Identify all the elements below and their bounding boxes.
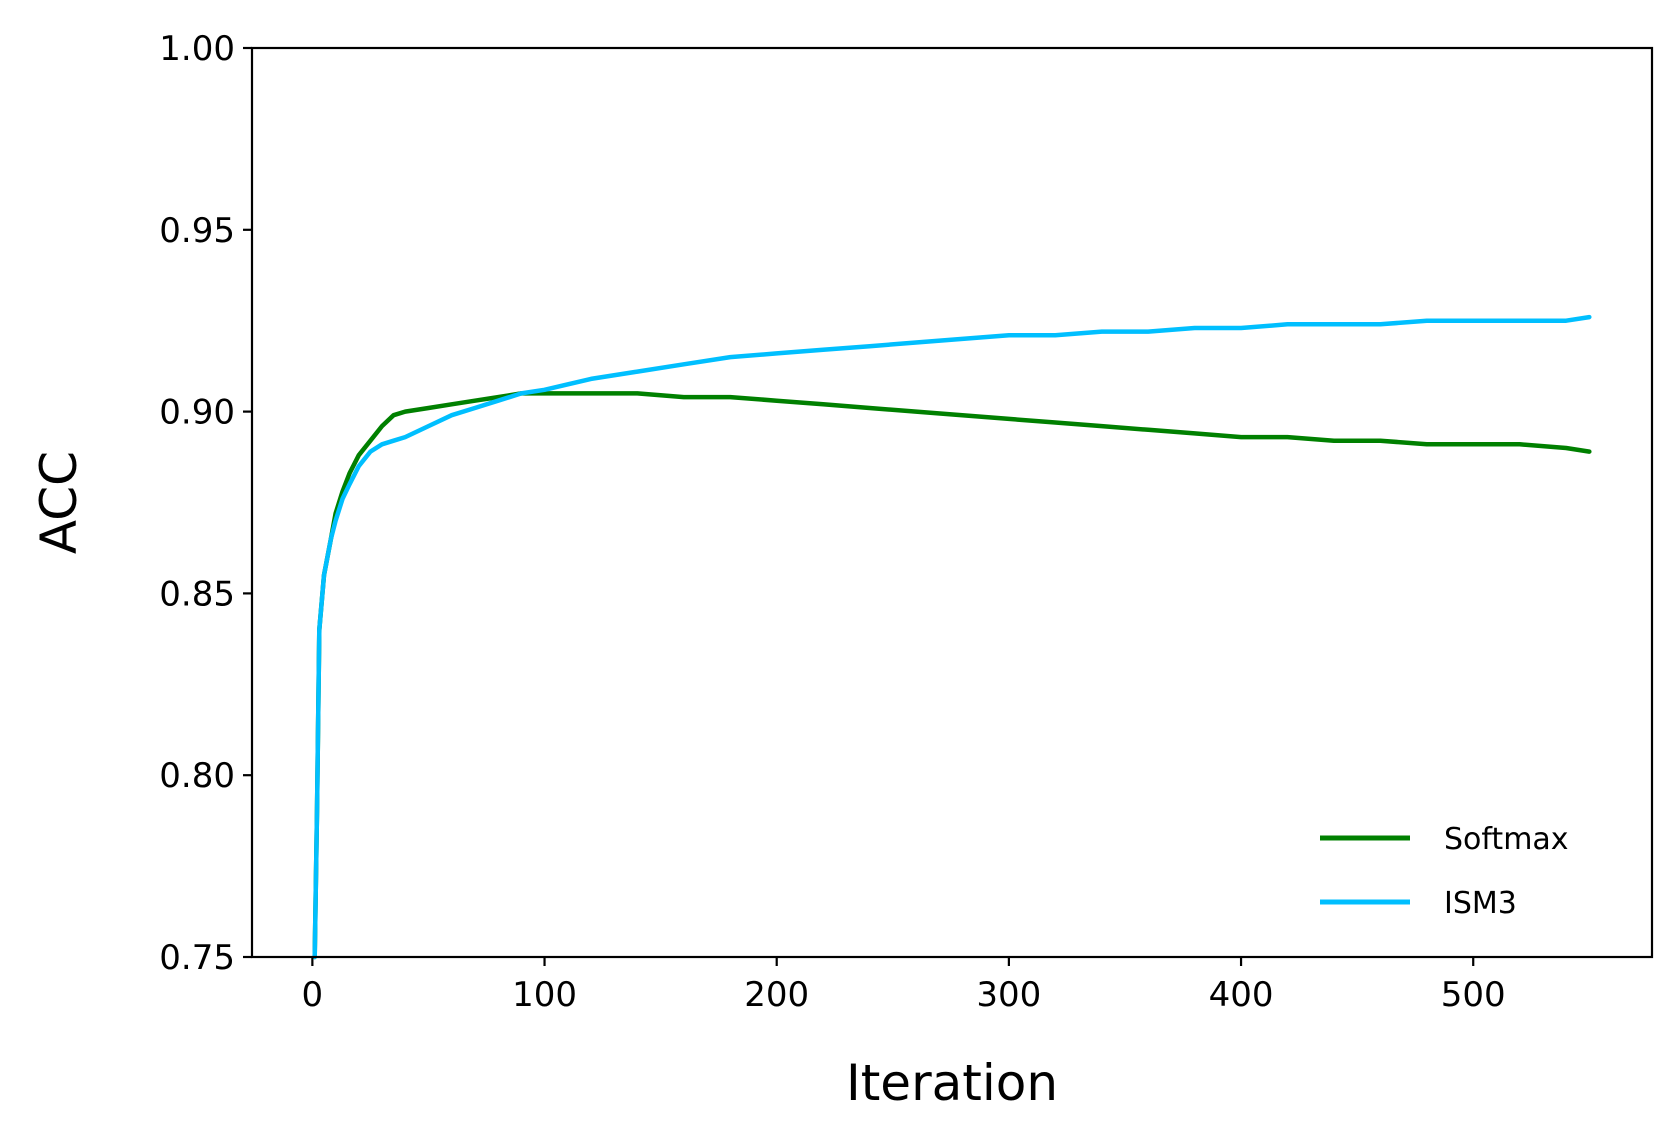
y-tick-label: 0.75	[159, 938, 235, 978]
y-tick-label: 0.85	[159, 574, 235, 614]
series-line-softmax	[312, 391, 1592, 960]
y-tick-label: 0.90	[159, 393, 235, 433]
y-tick-label: 1.00	[159, 29, 235, 69]
legend: Softmax ISM3	[1320, 822, 1569, 921]
x-tick-label: 400	[1209, 975, 1274, 1015]
x-tick-label: 300	[976, 975, 1041, 1015]
y-axis-label: ACC	[30, 451, 88, 554]
axis-ticks: 0 100 200 300 400 500 0.75 0.80 0.85 0.90 0.95 1.00	[159, 29, 1505, 1015]
y-tick-label: 0.80	[159, 756, 235, 796]
x-tick-label: 200	[744, 975, 809, 1015]
y-tick-label: 0.95	[159, 211, 235, 251]
x-tick-label: 100	[512, 975, 577, 1015]
x-tick-label: 0	[302, 975, 324, 1015]
series-line-ism3	[312, 314, 1592, 960]
legend-label-ism3: ISM3	[1444, 886, 1517, 921]
x-axis-label: Iteration	[846, 1054, 1058, 1112]
plot-lines	[312, 314, 1592, 960]
x-tick-label: 500	[1441, 975, 1506, 1015]
legend-label-softmax: Softmax	[1444, 822, 1569, 857]
plot-frame	[250, 46, 1654, 959]
